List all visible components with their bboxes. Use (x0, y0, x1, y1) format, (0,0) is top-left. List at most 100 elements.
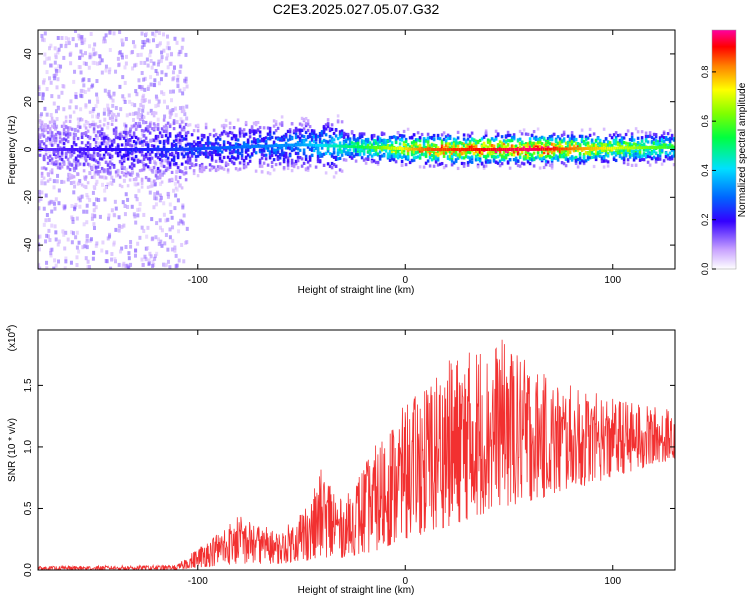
heatmap-cell (326, 140, 330, 144)
heatmap-cell (536, 127, 540, 131)
heatmap-cell (73, 30, 77, 33)
heatmap-cell (378, 137, 382, 141)
heatmap-cell (170, 170, 174, 175)
heatmap-cell (113, 199, 117, 204)
heatmap-cell (586, 156, 590, 160)
heatmap-cell (164, 139, 168, 143)
heatmap-cell (516, 152, 520, 156)
heatmap-cell (334, 171, 338, 175)
heatmap-cell (670, 155, 674, 159)
heatmap-cell (90, 175, 94, 179)
heatmap-cell (308, 124, 312, 129)
heatmap-cell (176, 152, 180, 156)
heatmap-cell (202, 135, 206, 139)
heatmap-cell (186, 123, 190, 127)
heatmap-cell (471, 148, 474, 151)
heatmap-cell (102, 136, 106, 140)
heatmap-cell (288, 130, 292, 134)
heatmap-cell (472, 142, 476, 146)
heatmap-cell (260, 148, 264, 152)
heatmap-cell (176, 74, 180, 79)
heatmap-cell (245, 145, 248, 149)
heatmap-cell (50, 131, 54, 135)
heatmap-cell (177, 221, 181, 226)
heatmap-cell (284, 146, 288, 150)
heatmap-cell (133, 63, 137, 68)
heatmap-cell (508, 133, 512, 138)
heatmap-cell (92, 158, 96, 162)
heatmap-cell (542, 165, 546, 170)
heatmap-cell (238, 127, 242, 131)
heatmap-cell (145, 234, 149, 239)
heatmap-cell (372, 148, 376, 153)
heatmap-cell (522, 144, 526, 148)
heatmap-cell (48, 177, 52, 181)
heatmap-cell (484, 160, 488, 164)
heatmap-cell (110, 208, 114, 213)
heatmap-cell (386, 156, 390, 160)
heatmap-cell (218, 148, 222, 153)
heatmap-cell (92, 137, 96, 142)
heatmap-cell (136, 173, 140, 178)
heatmap-cell (500, 145, 504, 149)
heatmap-cell (526, 150, 530, 155)
heatmap-cell (394, 138, 398, 142)
heatmap-cell (67, 37, 71, 42)
heatmap-cell (478, 153, 482, 158)
heatmap-cell (562, 132, 566, 136)
heatmap-cell (222, 130, 226, 134)
heatmap-cell (148, 153, 152, 157)
heatmap-cell (53, 148, 56, 151)
heatmap-cell (266, 163, 270, 167)
heatmap-cell (340, 133, 344, 137)
heatmap-cell (528, 145, 532, 149)
heatmap-cell (358, 148, 362, 152)
heatmap-cell (92, 123, 96, 127)
heatmap-cell (274, 153, 278, 157)
heatmap-cell (114, 173, 118, 178)
heatmap-cell (324, 133, 328, 137)
heatmap-cell (140, 181, 144, 185)
heatmap-cell (598, 138, 602, 143)
heatmap-cell (128, 133, 132, 137)
heatmap-cell (316, 147, 320, 151)
heatmap-cell (552, 153, 556, 157)
heatmap-cell (526, 160, 530, 164)
heatmap-cell (140, 140, 144, 144)
heatmap-cell (347, 145, 350, 149)
heatmap-cell (49, 148, 52, 151)
heatmap-cell (168, 265, 172, 269)
heatmap-cell (184, 122, 188, 127)
heatmap-cell (270, 153, 274, 158)
heatmap-cell (580, 137, 584, 141)
bottom-y-axis-label: SNR (10 * v/v) (7, 418, 18, 482)
heatmap-cell (150, 181, 154, 186)
heatmap-cell (116, 154, 120, 158)
heatmap-cell (40, 120, 44, 124)
heatmap-cell (460, 161, 464, 166)
heatmap-cell (78, 204, 82, 209)
heatmap-cell (104, 68, 108, 73)
heatmap-cell (520, 161, 524, 165)
heatmap-cell (236, 168, 240, 172)
heatmap-cell (308, 140, 312, 144)
heatmap-cell (634, 127, 638, 131)
heatmap-cell (138, 117, 142, 122)
heatmap-cell (176, 133, 180, 138)
heatmap-cell (166, 65, 170, 70)
heatmap-cell (220, 159, 224, 163)
heatmap-cell (38, 141, 40, 146)
heatmap-cell (500, 157, 504, 161)
heatmap-cell (414, 155, 418, 160)
heatmap-cell (397, 146, 400, 150)
heatmap-cell (620, 142, 624, 147)
heatmap-cell (154, 30, 158, 34)
heatmap-cell (90, 123, 94, 127)
heatmap-cell (350, 156, 354, 160)
heatmap-cell (134, 111, 138, 116)
heatmap-cell (340, 129, 344, 133)
heatmap-cell (123, 65, 127, 70)
heatmap-cell (120, 246, 124, 251)
heatmap-cell (530, 158, 534, 162)
heatmap-cell (326, 125, 330, 129)
